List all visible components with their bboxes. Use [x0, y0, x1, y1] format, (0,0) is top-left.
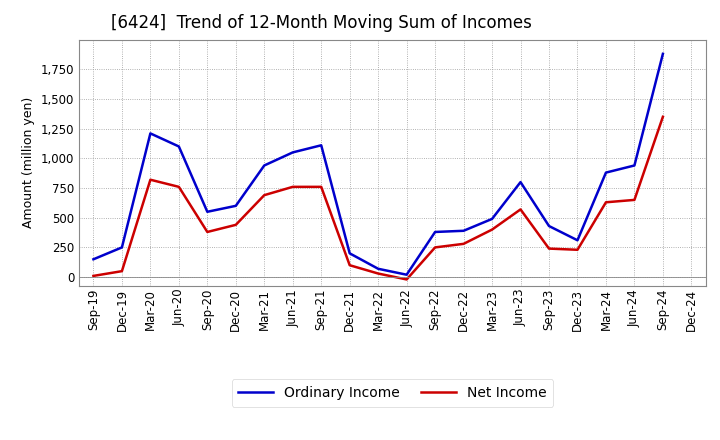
Ordinary Income — [545, 224, 554, 229]
Ordinary Income — [346, 251, 354, 256]
Line: Ordinary Income: Ordinary Income — [94, 54, 663, 275]
Y-axis label: Amount (million yen): Amount (million yen) — [22, 97, 35, 228]
Net Income — [402, 277, 411, 282]
Ordinary Income — [117, 245, 126, 250]
Ordinary Income — [659, 51, 667, 56]
Text: [6424]  Trend of 12-Month Moving Sum of Incomes: [6424] Trend of 12-Month Moving Sum of I… — [111, 15, 531, 33]
Net Income — [459, 241, 468, 246]
Net Income — [630, 197, 639, 202]
Ordinary Income — [289, 150, 297, 155]
Net Income — [89, 273, 98, 279]
Ordinary Income — [317, 143, 325, 148]
Ordinary Income — [516, 180, 525, 185]
Net Income — [317, 184, 325, 190]
Ordinary Income — [431, 229, 439, 235]
Ordinary Income — [573, 238, 582, 243]
Ordinary Income — [203, 209, 212, 214]
Net Income — [602, 200, 611, 205]
Ordinary Income — [89, 257, 98, 262]
Net Income — [573, 247, 582, 253]
Ordinary Income — [174, 144, 183, 149]
Ordinary Income — [374, 266, 382, 271]
Net Income — [346, 263, 354, 268]
Net Income — [232, 222, 240, 227]
Net Income — [260, 193, 269, 198]
Net Income — [516, 207, 525, 212]
Ordinary Income — [402, 272, 411, 277]
Net Income — [659, 114, 667, 119]
Net Income — [289, 184, 297, 190]
Net Income — [203, 229, 212, 235]
Ordinary Income — [146, 131, 155, 136]
Net Income — [374, 271, 382, 276]
Net Income — [174, 184, 183, 190]
Net Income — [146, 177, 155, 182]
Ordinary Income — [232, 203, 240, 209]
Ordinary Income — [459, 228, 468, 234]
Ordinary Income — [630, 163, 639, 168]
Net Income — [487, 227, 496, 232]
Ordinary Income — [487, 216, 496, 222]
Line: Net Income: Net Income — [94, 117, 663, 279]
Legend: Ordinary Income, Net Income: Ordinary Income, Net Income — [232, 379, 553, 407]
Ordinary Income — [260, 163, 269, 168]
Net Income — [117, 268, 126, 274]
Net Income — [431, 245, 439, 250]
Ordinary Income — [602, 170, 611, 175]
Net Income — [545, 246, 554, 251]
